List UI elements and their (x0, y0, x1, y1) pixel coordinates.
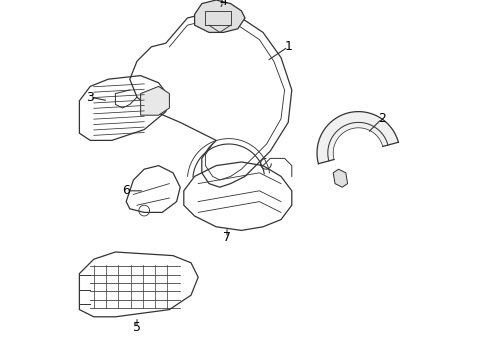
Text: 3: 3 (86, 91, 94, 104)
Text: 5: 5 (133, 321, 141, 334)
Text: 4: 4 (220, 0, 227, 8)
Polygon shape (195, 0, 245, 32)
Polygon shape (317, 112, 398, 164)
Text: 6: 6 (122, 184, 130, 197)
Text: 1: 1 (284, 40, 292, 53)
Polygon shape (141, 86, 170, 115)
Text: 2: 2 (378, 112, 386, 125)
Polygon shape (333, 169, 347, 187)
Text: 7: 7 (223, 231, 231, 244)
